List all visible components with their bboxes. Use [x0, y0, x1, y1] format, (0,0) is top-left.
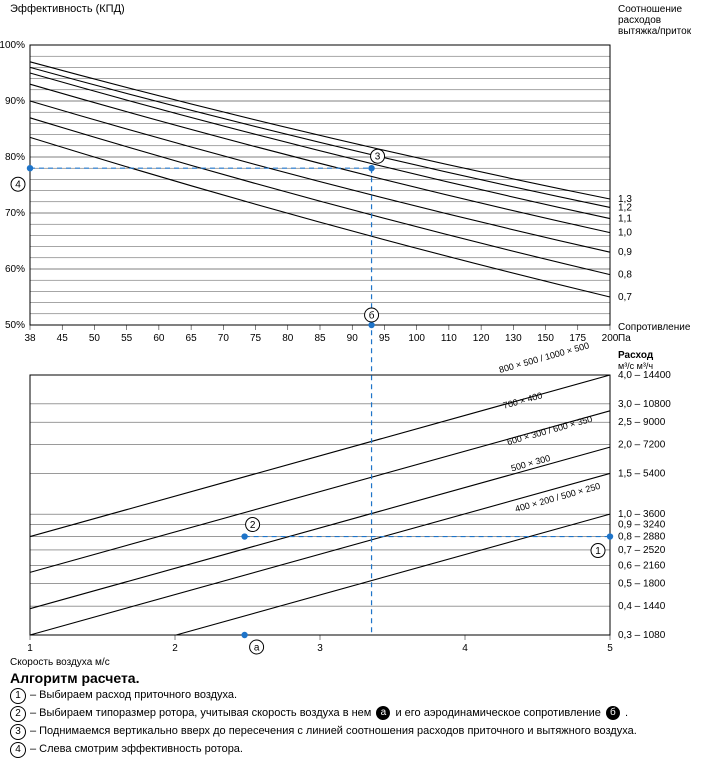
algo-step: 1–Выбираем расход приточного воздуха.	[10, 688, 700, 704]
nomogram-svg: Эффективность (КПД) Соотношениерасходоввы…	[0, 0, 707, 772]
svg-text:2,0 – 7200: 2,0 – 7200	[618, 440, 666, 451]
svg-text:90%: 90%	[5, 96, 25, 107]
svg-text:80%: 80%	[5, 152, 25, 163]
svg-text:1,0 – 3600: 1,0 – 3600	[618, 509, 666, 520]
svg-text:4: 4	[462, 643, 468, 654]
svg-text:200: 200	[602, 333, 619, 344]
svg-text:150: 150	[537, 333, 554, 344]
svg-text:б: б	[369, 310, 375, 322]
svg-text:Соотношение: Соотношение	[618, 4, 682, 15]
svg-text:0,7 – 2520: 0,7 – 2520	[618, 545, 666, 556]
svg-text:1,2: 1,2	[618, 202, 632, 213]
svg-text:800 × 500 / 1000 × 500: 800 × 500 / 1000 × 500	[498, 340, 590, 375]
svg-text:Сопротивление: Сопротивление	[618, 322, 691, 333]
svg-text:500 × 300: 500 × 300	[510, 453, 552, 473]
svg-text:1,1: 1,1	[618, 214, 632, 225]
svg-text:95: 95	[379, 333, 391, 344]
svg-text:1,0: 1,0	[618, 228, 632, 239]
svg-text:0,4 – 1440: 0,4 – 1440	[618, 601, 666, 612]
svg-text:1: 1	[595, 546, 601, 557]
svg-text:700 × 400: 700 × 400	[502, 390, 544, 410]
svg-text:0,5 – 1800: 0,5 – 1800	[618, 579, 666, 590]
svg-text:400 × 200 / 500 × 250: 400 × 200 / 500 × 250	[514, 481, 602, 514]
svg-text:0,8: 0,8	[618, 270, 632, 281]
svg-text:3: 3	[317, 643, 323, 654]
svg-text:65: 65	[186, 333, 198, 344]
svg-text:4: 4	[15, 180, 21, 191]
svg-text:50%: 50%	[5, 320, 25, 331]
svg-text:45: 45	[57, 333, 69, 344]
svg-text:1: 1	[27, 643, 33, 654]
svg-text:0,7: 0,7	[618, 292, 632, 303]
svg-text:90: 90	[347, 333, 359, 344]
svg-text:расходов: расходов	[618, 15, 661, 26]
svg-text:110: 110	[441, 333, 457, 344]
svg-text:4,0 – 14400: 4,0 – 14400	[618, 370, 671, 381]
svg-text:0,8 – 2880: 0,8 – 2880	[618, 532, 666, 543]
svg-text:75: 75	[250, 333, 262, 344]
svg-text:Скорость воздуха м/с: Скорость воздуха м/с	[10, 657, 110, 668]
svg-text:а: а	[254, 643, 260, 654]
svg-text:130: 130	[505, 333, 522, 344]
svg-text:55: 55	[121, 333, 133, 344]
svg-text:0,9: 0,9	[618, 247, 632, 258]
svg-text:0,3 – 1080: 0,3 – 1080	[618, 630, 666, 641]
svg-text:70: 70	[218, 333, 230, 344]
svg-text:2,5 – 9000: 2,5 – 9000	[618, 417, 666, 428]
algo-step: 3–Поднимаемся вертикально вверх до перес…	[10, 724, 700, 740]
svg-text:3,0 – 10800: 3,0 – 10800	[618, 399, 671, 410]
svg-text:50: 50	[89, 333, 101, 344]
svg-text:0,6 – 2160: 0,6 – 2160	[618, 560, 666, 571]
svg-text:3: 3	[375, 152, 381, 163]
svg-text:100%: 100%	[0, 40, 25, 51]
svg-text:600 × 300 / 600 × 350: 600 × 300 / 600 × 350	[506, 414, 594, 447]
svg-text:1,5 – 5400: 1,5 – 5400	[618, 468, 666, 479]
svg-text:85: 85	[314, 333, 326, 344]
algo-step: 4–Слева смотрим эффективность ротора.	[10, 742, 700, 758]
algorithm-block: Алгоритм расчета. 1–Выбираем расход прит…	[10, 670, 700, 758]
algorithm-title: Алгоритм расчета.	[10, 670, 700, 686]
svg-text:60%: 60%	[5, 264, 25, 275]
svg-text:Эффективность (КПД): Эффективность (КПД)	[10, 3, 125, 15]
algo-step: 2–Выбираем типоразмер ротора, учитывая с…	[10, 706, 700, 722]
svg-text:Расход: Расход	[618, 350, 654, 361]
svg-text:120: 120	[473, 333, 490, 344]
svg-text:2: 2	[172, 643, 178, 654]
svg-text:м³/с м³/ч: м³/с м³/ч	[618, 361, 653, 371]
svg-text:70%: 70%	[5, 208, 25, 219]
svg-text:38: 38	[24, 333, 36, 344]
svg-text:2: 2	[250, 520, 256, 531]
svg-text:80: 80	[282, 333, 294, 344]
svg-text:вытяжка/приток: вытяжка/приток	[618, 26, 692, 37]
algorithm-steps: 1–Выбираем расход приточного воздуха. 2–В…	[10, 688, 700, 758]
svg-text:0,9 – 3240: 0,9 – 3240	[618, 520, 666, 531]
svg-text:5: 5	[607, 643, 613, 654]
svg-text:60: 60	[153, 333, 165, 344]
svg-text:Па: Па	[618, 333, 631, 344]
svg-text:100: 100	[408, 333, 425, 344]
